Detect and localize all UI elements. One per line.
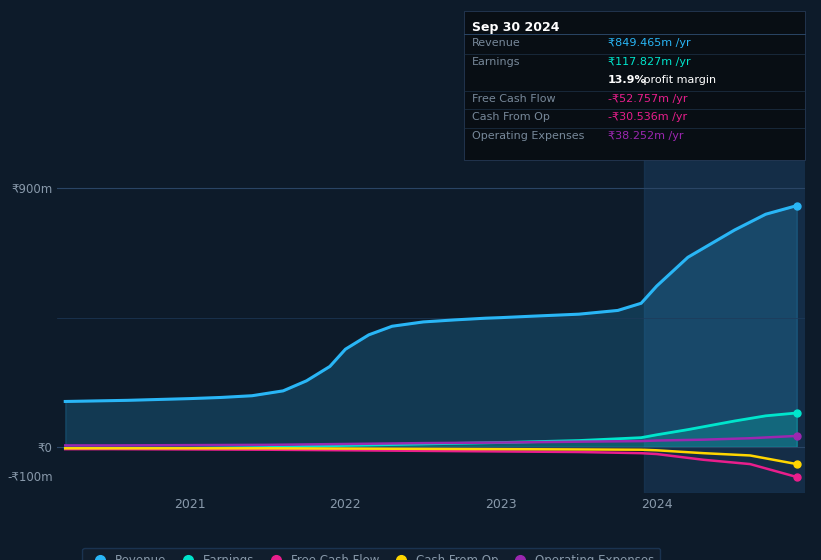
Text: -₹30.536m /yr: -₹30.536m /yr <box>608 112 686 122</box>
Text: Operating Expenses: Operating Expenses <box>472 130 585 141</box>
Text: Revenue: Revenue <box>472 38 521 48</box>
Legend: Revenue, Earnings, Free Cash Flow, Cash From Op, Operating Expenses: Revenue, Earnings, Free Cash Flow, Cash … <box>82 548 660 560</box>
Text: ₹38.252m /yr: ₹38.252m /yr <box>608 130 683 141</box>
Text: ₹117.827m /yr: ₹117.827m /yr <box>608 57 690 67</box>
Bar <box>644 157 812 493</box>
Text: -₹52.757m /yr: -₹52.757m /yr <box>608 94 687 104</box>
Text: ₹849.465m /yr: ₹849.465m /yr <box>608 38 690 48</box>
Text: Earnings: Earnings <box>472 57 521 67</box>
Text: Cash From Op: Cash From Op <box>472 112 550 122</box>
Text: 13.9%: 13.9% <box>608 75 646 85</box>
Text: profit margin: profit margin <box>640 75 717 85</box>
Text: Free Cash Flow: Free Cash Flow <box>472 94 556 104</box>
Text: Sep 30 2024: Sep 30 2024 <box>472 21 560 34</box>
